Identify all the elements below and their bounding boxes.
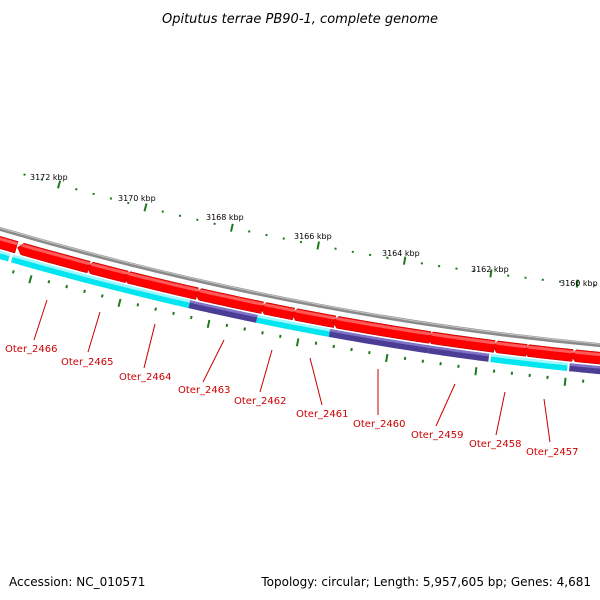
leader-oter-2463	[202, 339, 225, 383]
reverse-gene-2	[188, 300, 258, 323]
inner-tick-marks	[11, 270, 585, 386]
genome-arc-map: 3172 kbp 3170 kbp 3168 kbp 3166 kbp 3164…	[0, 173, 600, 458]
inner-tick	[385, 353, 389, 363]
inner-tick	[83, 289, 86, 294]
inner-tick	[350, 347, 353, 352]
genome-backbone	[0, 226, 600, 348]
gene-label-leaders	[33, 299, 551, 443]
inner-tick	[295, 338, 300, 347]
genome-backbone-highlight	[0, 227, 600, 345]
gene-labels: Oter_2466 Oter_2465 Oter_2464 Oter_2463 …	[5, 344, 579, 458]
kbp-label-3168: 3168 kbp	[206, 213, 244, 222]
leader-oter-2464	[143, 323, 156, 369]
reverse-gene-6	[490, 354, 568, 371]
reverse-gene-7	[569, 363, 600, 375]
forward-gene-9	[492, 340, 528, 357]
inner-tick	[243, 327, 246, 331]
inner-tick	[172, 311, 175, 316]
outer-tick	[196, 218, 199, 222]
inner-tick	[332, 344, 335, 349]
kbp-label-3166: 3166 kbp	[294, 232, 332, 241]
leader-oter-2458	[495, 391, 506, 436]
topology-text: Topology: circular; Length: 5,957,605 bp…	[260, 575, 591, 589]
gene-label-oter-2461: Oter_2461	[296, 409, 349, 420]
inner-tick	[563, 377, 567, 386]
leader-oter-2457	[543, 398, 551, 443]
kbp-label-3160: 3160 kbp	[560, 279, 598, 288]
reverse-gene-5	[427, 345, 490, 362]
gene-label-oter-2459: Oter_2459	[411, 430, 464, 441]
genome-title: Opitutus terrae PB90-1, complete genome	[162, 12, 438, 27]
inner-tick	[225, 323, 229, 328]
forward-strand-genes	[0, 236, 600, 365]
inner-tick	[117, 298, 122, 308]
accession-text: Accession: NC_010571	[9, 575, 145, 589]
inner-tick	[314, 341, 318, 345]
inner-tick	[261, 331, 264, 335]
forward-gene-5	[260, 302, 295, 321]
gene-label-oter-2464: Oter_2464	[119, 372, 172, 383]
gene-label-oter-2460: Oter_2460	[353, 419, 406, 430]
outer-tick	[23, 173, 26, 176]
outer-tick	[109, 197, 113, 200]
outer-tick	[230, 223, 234, 232]
inner-tick	[474, 367, 478, 376]
reverse-gene-0	[0, 250, 11, 262]
gene-label-oter-2457: Oter_2457	[526, 447, 579, 458]
leader-oter-2459	[435, 383, 456, 427]
kbp-label-3162: 3162 kbp	[471, 265, 509, 274]
inner-tick	[279, 334, 282, 339]
leader-oter-2466	[33, 299, 48, 341]
inner-tick	[28, 275, 33, 284]
reverse-gene-1	[11, 254, 191, 309]
forward-gene-11	[570, 349, 600, 365]
outer-tick	[316, 241, 320, 250]
inner-tick	[136, 303, 140, 307]
gene-label-oter-2466: Oter_2466	[5, 344, 58, 355]
gene-label-oter-2463: Oter_2463	[178, 385, 231, 396]
kbp-scale-labels: 3172 kbp 3170 kbp 3168 kbp 3166 kbp 3164…	[30, 173, 598, 288]
kbp-label-3170: 3170 kbp	[118, 194, 156, 203]
inner-tick	[65, 284, 69, 289]
outer-tick	[143, 203, 148, 212]
inner-tick	[206, 319, 211, 329]
forward-gene-0	[0, 236, 19, 254]
inner-tick	[47, 280, 51, 284]
outer-tick	[178, 214, 182, 217]
outer-tick	[575, 279, 579, 288]
leader-oter-2465	[87, 311, 101, 353]
outer-tick	[127, 201, 130, 205]
reverse-gene-4	[328, 329, 429, 354]
reverse-gene-3	[256, 315, 331, 337]
outer-tick	[161, 210, 164, 213]
kbp-label-3164: 3164 kbp	[382, 249, 420, 258]
kbp-label-3172: 3172 kbp	[30, 173, 68, 182]
inner-tick	[368, 351, 371, 355]
outer-tick	[57, 180, 62, 189]
gene-label-oter-2465: Oter_2465	[61, 357, 114, 368]
outer-tick	[403, 256, 407, 265]
leader-oter-2461	[309, 357, 323, 406]
outer-tick	[75, 188, 78, 191]
gene-label-oter-2462: Oter_2462	[234, 396, 287, 407]
gene-label-oter-2458: Oter_2458	[469, 439, 522, 450]
leader-oter-2462	[259, 349, 273, 393]
inner-tick	[100, 294, 104, 298]
reverse-strand-genes	[0, 250, 600, 375]
outer-tick	[489, 269, 493, 278]
outer-tick-marks	[23, 173, 596, 288]
inner-tick	[190, 315, 193, 320]
inner-tick	[154, 307, 157, 311]
inner-tick	[11, 270, 15, 274]
forward-gene-10	[523, 344, 574, 362]
outer-tick	[40, 178, 43, 181]
outer-tick	[92, 192, 95, 196]
